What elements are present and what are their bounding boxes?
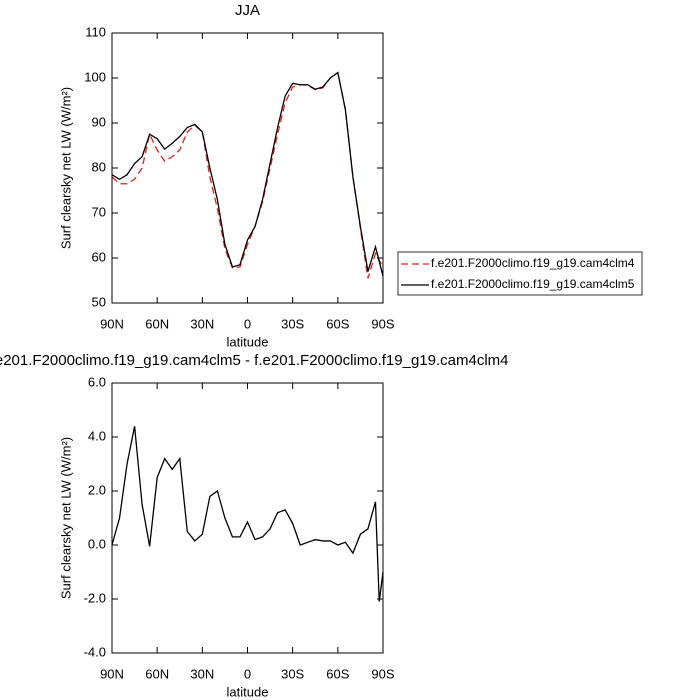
data-line	[111, 426, 384, 602]
x-tick-label: 30N	[190, 666, 214, 681]
x-axis-label: latitude	[227, 334, 269, 349]
y-tick-label: 90	[92, 114, 106, 129]
y-tick-label: -4.0	[84, 644, 106, 659]
y-tick-label: 50	[92, 294, 106, 309]
y-tick-label: 2.0	[88, 482, 106, 497]
x-tick-label: 90N	[100, 666, 124, 681]
y-tick-label: 0.0	[88, 536, 106, 551]
y-tick-label: 60	[92, 249, 106, 264]
x-tick-label: 0	[244, 666, 251, 681]
plot-frame	[111, 382, 384, 654]
x-tick-label: 30N	[190, 316, 214, 331]
x-tick-label: 30S	[281, 666, 304, 681]
y-tick-label: 100	[84, 69, 106, 84]
y-tick-label: 110	[85, 24, 106, 39]
y-tick-label: 80	[92, 159, 106, 174]
legend-box	[397, 251, 643, 296]
x-tick-label: 60N	[145, 316, 169, 331]
chart-title: JJA	[235, 2, 260, 19]
legend-label: f.e201.F2000climo.f19_g19.cam4clm4	[431, 256, 635, 270]
data-line	[111, 71, 384, 279]
x-tick-label: 60S	[326, 666, 349, 681]
y-axis-label: Surf clearsky net LW (W/m²)	[58, 437, 73, 599]
plot-frame	[111, 32, 384, 304]
data-line	[111, 71, 384, 277]
y-tick-label: -2.0	[84, 590, 106, 605]
x-tick-label: 90S	[371, 316, 394, 331]
chart-title: f.e201.F2000climo.f19_g19.cam4clm5 - f.e…	[0, 352, 508, 369]
x-tick-label: 90N	[100, 316, 124, 331]
x-tick-label: 60S	[326, 316, 349, 331]
x-tick-label: 60N	[145, 666, 169, 681]
y-tick-label: 6.0	[88, 374, 106, 389]
x-tick-label: 30S	[281, 316, 304, 331]
legend-label: f.e201.F2000climo.f19_g19.cam4clm5	[431, 277, 635, 291]
y-axis-label: Surf clearsky net LW (W/m²)	[58, 87, 73, 249]
y-tick-label: 70	[92, 204, 106, 219]
x-axis-label: latitude	[227, 684, 269, 699]
y-tick-label: 4.0	[88, 428, 106, 443]
x-tick-label: 0	[244, 316, 251, 331]
x-tick-label: 90S	[371, 666, 394, 681]
